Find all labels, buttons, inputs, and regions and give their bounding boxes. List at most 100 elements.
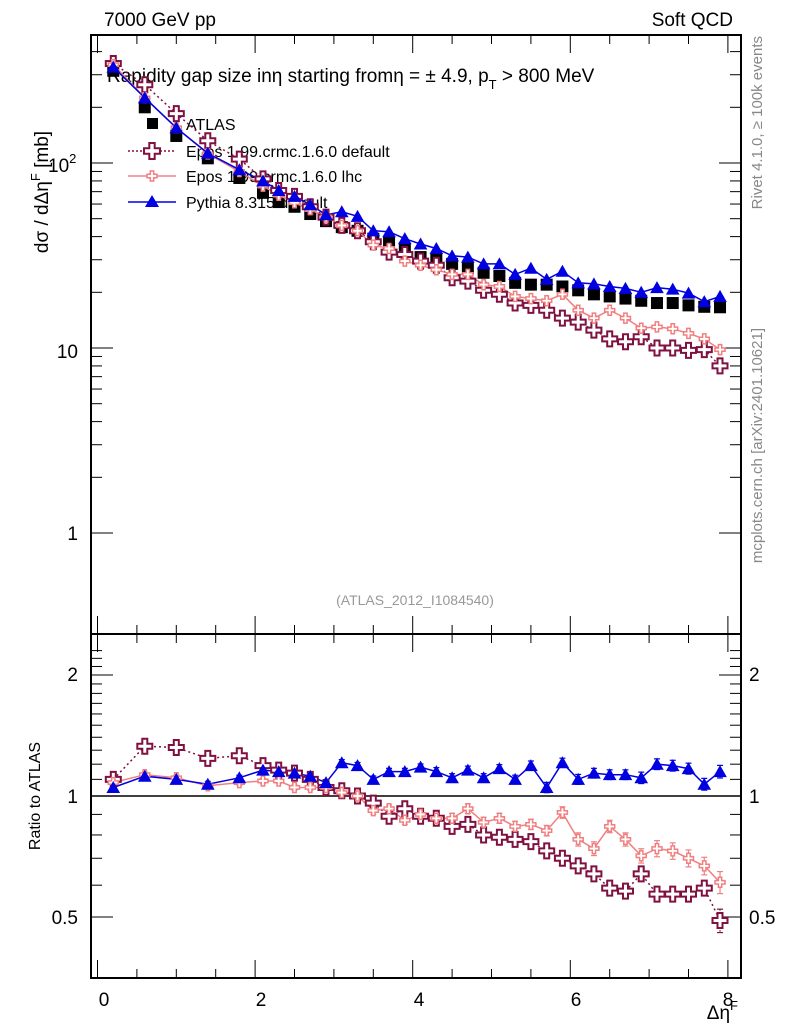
analysis-watermark: (ATLAS_2012_I1084540) (336, 592, 494, 608)
ratio-point-epos-lhc (288, 781, 301, 794)
data-point-pythia (524, 261, 538, 274)
legend-label-atlas: ATLAS (186, 117, 236, 134)
x-axis-label: ΔηF (707, 998, 738, 1024)
main-axis-ticks (91, 35, 741, 634)
ratio-point-epos-lhc (477, 816, 490, 829)
ratio-point-pythia (137, 769, 152, 782)
ratio-point-pythia (350, 759, 365, 772)
ratio-point-epos-lhc (682, 852, 695, 865)
ratio-point-pythia (555, 756, 570, 769)
legend-cross-epos-lhc (146, 170, 158, 182)
data-point-atlas (587, 288, 600, 301)
ratio-point-epos-default (569, 857, 587, 875)
data-point-pythia (571, 276, 586, 289)
ratio-point-pythia (303, 769, 318, 782)
data-point-epos-default (230, 150, 248, 168)
ratio-point-pythia (634, 771, 649, 784)
ratio-point-epos-lhc (493, 812, 506, 825)
data-point-pythia (539, 272, 554, 285)
data-point-epos-lhc (540, 295, 553, 307)
ratio-point-pythia (665, 759, 680, 772)
ratio-point-epos-default (648, 885, 666, 903)
data-point-atlas (619, 292, 632, 305)
data-point-pythia (382, 225, 396, 238)
data-point-epos-default (199, 132, 217, 150)
ratio-point-pythia (524, 759, 538, 772)
ratio-point-epos-lhc (714, 876, 726, 889)
chart-title: Rapidity gap size inη starting fromη = ±… (107, 66, 595, 92)
ratio-point-pythia (106, 780, 121, 794)
chart-title-tail: > 800 MeV (497, 66, 595, 87)
x-tick-label-8: 8 (723, 990, 734, 1011)
category-label: Soft QCD (652, 10, 733, 31)
ratio-point-epos-default (443, 817, 461, 835)
data-point-atlas (524, 278, 537, 291)
ratio-point-pythia (413, 760, 428, 773)
ratio-point-epos-default (585, 865, 603, 883)
legend-marker-epos-lhc (146, 170, 158, 182)
data-point-epos-lhc (619, 312, 632, 324)
data-point-pythia (106, 60, 121, 73)
ratio-point-epos-lhc (399, 814, 411, 827)
y-tick-label-100-base: 10 (48, 156, 69, 177)
data-point-pythia (587, 277, 601, 290)
main-y-label-sup: F (28, 173, 43, 181)
main-data-layer (104, 55, 729, 375)
ratio-y-tick-1-left: 1 (67, 787, 78, 808)
ratio-point-pythia (287, 766, 302, 779)
legend-entry-atlas: ATLAS (147, 117, 236, 134)
ratio-point-epos-lhc (666, 845, 679, 857)
x-tick-label-6: 6 (571, 990, 582, 1011)
ratio-point-epos-lhc (572, 833, 584, 846)
data-point-pythia (697, 295, 712, 308)
y-tick-label-100-exp: 2 (69, 151, 76, 166)
ratio-point-pythia (200, 777, 215, 790)
mcplots-label: mcplots.cern.ch [arXiv:2401.10621] (749, 328, 766, 563)
ratio-point-epos-default (695, 879, 713, 897)
y-tick-label-1: 1 (67, 524, 78, 545)
ratio-point-epos-lhc (462, 802, 474, 815)
data-point-epos-default (632, 328, 650, 346)
ratio-point-pythia (271, 765, 286, 778)
data-point-pythia (681, 286, 696, 299)
ratio-point-epos-lhc (588, 842, 600, 855)
data-point-pythia (634, 285, 649, 298)
data-point-atlas (138, 101, 151, 114)
data-point-atlas (714, 301, 727, 314)
ratio-point-epos-lhc (367, 804, 380, 817)
data-point-epos-lhc (336, 219, 348, 232)
ratio-point-epos-default (680, 885, 697, 903)
ratio-point-epos-default (136, 737, 154, 755)
ratio-point-epos-lhc (619, 833, 632, 846)
legend-marker-atlas (147, 118, 158, 129)
ratio-point-epos-default (230, 747, 248, 765)
ratio-point-pythia (232, 771, 247, 784)
data-point-epos-lhc (414, 259, 427, 272)
ratio-data-layer (104, 737, 729, 934)
ratio-point-epos-default (380, 807, 398, 825)
data-point-epos-default (648, 339, 666, 357)
data-point-atlas (461, 262, 474, 275)
data-point-epos-lhc (635, 322, 647, 334)
ratio-point-epos-default (617, 882, 634, 900)
data-point-pythia (665, 282, 680, 295)
ratio-point-epos-lhc (351, 790, 364, 802)
ratio-y-tick-05-right: 0.5 (749, 908, 775, 929)
ratio-point-epos-default (538, 842, 556, 860)
data-point-pythia (137, 91, 152, 104)
data-point-epos-lhc (509, 290, 521, 303)
main-y-axis-label: dσ / dΔηF [mb] (28, 131, 53, 253)
ratio-point-epos-lhc (509, 820, 521, 833)
ratio-panel-frame (90, 633, 742, 979)
ratio-point-epos-default (632, 865, 650, 883)
data-point-epos-default (459, 272, 477, 290)
ratio-point-pythia (492, 762, 507, 775)
data-point-pythia (492, 257, 507, 270)
data-point-pythia (256, 174, 270, 187)
data-point-pythia (429, 242, 444, 255)
rivet-label: Rivet 4.1.0, ≥ 100k events (749, 36, 766, 209)
data-point-epos-lhc (367, 239, 380, 251)
ratio-point-pythia (539, 780, 554, 794)
ratio-point-epos-default (553, 849, 571, 867)
